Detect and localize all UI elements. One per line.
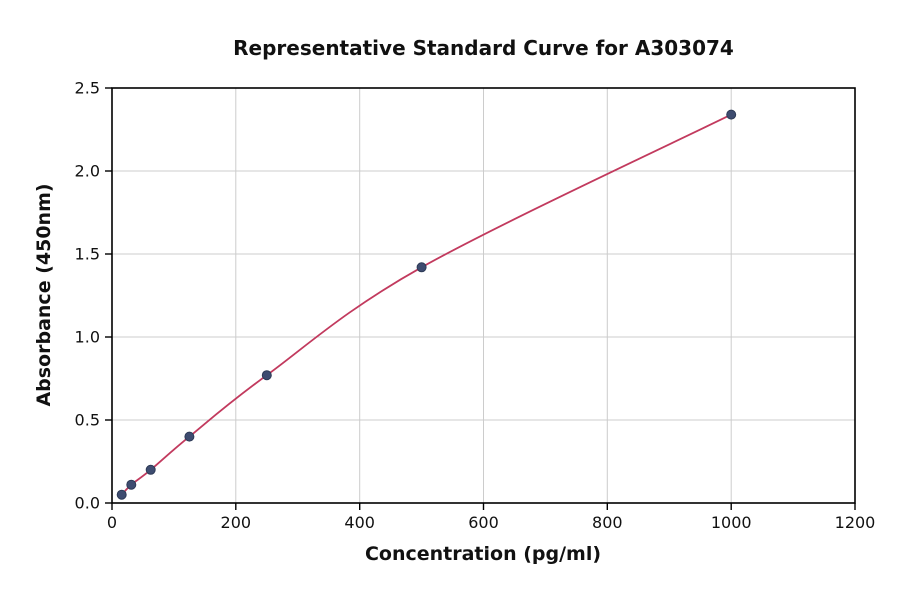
y-tick-label: 0.5 <box>75 411 100 430</box>
data-point-marker <box>416 262 427 273</box>
data-point-marker <box>126 479 137 490</box>
data-point-marker <box>726 109 737 120</box>
y-tick-label: 1.0 <box>75 328 100 347</box>
standard-curve-line <box>120 113 733 496</box>
data-point-marker <box>145 464 156 475</box>
x-tick-label: 1200 <box>835 513 876 532</box>
x-tick-label: 200 <box>221 513 252 532</box>
y-tick-label: 1.5 <box>75 245 100 264</box>
data-point-marker <box>116 489 127 500</box>
y-tick-label: 0.0 <box>75 494 100 513</box>
x-tick-label: 1000 <box>711 513 752 532</box>
x-tick-label: 600 <box>468 513 499 532</box>
y-tick-label: 2.0 <box>75 162 100 181</box>
y-tick-label: 2.5 <box>75 79 100 98</box>
x-tick-label: 400 <box>344 513 375 532</box>
data-point-marker <box>184 431 195 442</box>
data-point-marker <box>261 370 272 381</box>
x-tick-label: 800 <box>592 513 623 532</box>
x-axis-label: Concentration (pg/ml) <box>364 543 602 565</box>
chart-title: Representative Standard Curve for A30307… <box>233 36 734 60</box>
x-tick-label: 0 <box>107 513 117 532</box>
